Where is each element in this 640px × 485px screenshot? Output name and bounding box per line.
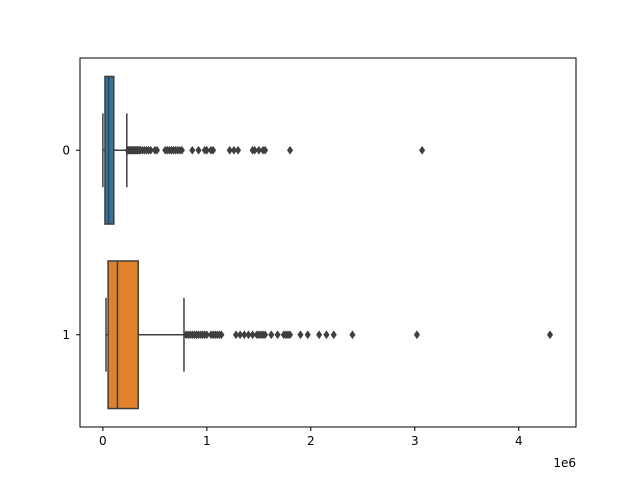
x-tick-label: 4 xyxy=(515,434,523,448)
outlier-point xyxy=(232,330,240,340)
outlier-point xyxy=(189,145,196,155)
outlier-point xyxy=(178,145,186,155)
box-iqr xyxy=(107,260,139,410)
outlier-point xyxy=(218,330,225,340)
outlier-point xyxy=(546,330,554,340)
plot-frame xyxy=(79,57,577,428)
x-tick-label: 2 xyxy=(307,434,315,448)
x-scale-label: 1e6 xyxy=(553,456,576,470)
plot-area xyxy=(80,58,576,427)
outlier-point xyxy=(230,145,238,155)
outlier-point xyxy=(261,145,269,155)
outlier-point xyxy=(297,330,304,340)
axes-layer: 0 1 2 3 4 0 1 xyxy=(62,143,522,448)
box-iqr xyxy=(104,75,115,225)
outlier-point xyxy=(316,330,323,340)
outlier-point xyxy=(153,145,161,155)
outlier-point xyxy=(323,330,330,340)
outlier-point xyxy=(209,145,217,155)
x-tick-label: 3 xyxy=(411,434,419,448)
box-group-1 xyxy=(105,260,554,410)
outlier-point xyxy=(226,145,233,155)
box-group-0 xyxy=(102,75,426,225)
x-tick-label: 0 xyxy=(99,434,107,448)
outlier-point xyxy=(234,145,242,155)
outlier-point xyxy=(147,145,154,155)
boxes-layer xyxy=(102,75,554,410)
outlier-point xyxy=(274,330,281,340)
outlier-point xyxy=(203,145,210,155)
outlier-point xyxy=(286,145,294,155)
y-tick-label: 1 xyxy=(62,328,70,342)
outlier-point xyxy=(203,330,210,340)
outlier-point xyxy=(195,145,202,155)
outlier-point xyxy=(255,145,262,155)
outlier-point xyxy=(349,330,356,340)
outlier-point xyxy=(237,330,244,340)
outlier-point xyxy=(268,330,275,340)
x-tick-label: 1 xyxy=(203,434,211,448)
outlier-point xyxy=(249,330,256,340)
outlier-point xyxy=(261,330,269,340)
outlier-point xyxy=(413,330,421,340)
outlier-point xyxy=(251,145,258,155)
outlier-point xyxy=(304,330,311,340)
outlier-point xyxy=(286,330,294,340)
outlier-point xyxy=(418,145,426,155)
outlier-point xyxy=(245,330,252,340)
outlier-point xyxy=(241,330,248,340)
y-tick-label: 0 xyxy=(62,143,70,157)
outlier-point xyxy=(330,330,337,340)
